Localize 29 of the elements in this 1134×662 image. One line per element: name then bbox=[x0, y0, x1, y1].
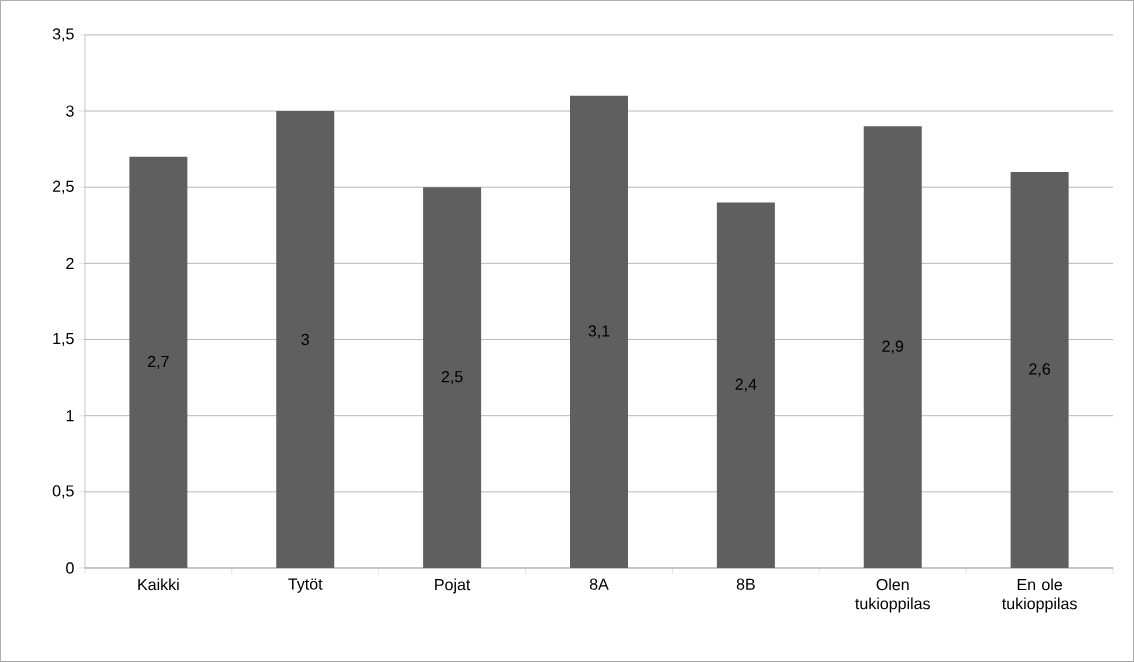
y-tick-label: 0,5 bbox=[52, 485, 74, 499]
bar bbox=[863, 126, 922, 569]
x-tick-label: En ole tukioppilas bbox=[1002, 578, 1077, 613]
data-label: 2,9 bbox=[882, 340, 904, 354]
y-tick-label: 3 bbox=[66, 105, 74, 117]
y-tick-label: 0 bbox=[66, 562, 74, 574]
data-label: 2,6 bbox=[1029, 363, 1051, 377]
y-tick-label: 2 bbox=[66, 257, 74, 269]
y-tick-label: 3,5 bbox=[52, 28, 74, 42]
y-tick-label: 1 bbox=[66, 410, 74, 422]
data-label: 2,5 bbox=[441, 371, 463, 385]
bar bbox=[716, 202, 775, 569]
data-label: 2,4 bbox=[735, 378, 757, 392]
x-tick-label: Kaikki bbox=[138, 578, 179, 591]
x-tick-label: 8B bbox=[736, 578, 755, 590]
y-tick-label: 1,5 bbox=[53, 333, 74, 347]
x-tick-label: Tytöt bbox=[288, 578, 323, 593]
bar bbox=[423, 187, 482, 569]
x-tick-label: Pojat bbox=[435, 578, 471, 594]
y-tick-label: 2,5 bbox=[52, 180, 74, 194]
bar bbox=[1010, 172, 1069, 569]
x-tick-label: 8A bbox=[589, 578, 609, 590]
bar bbox=[569, 95, 628, 569]
bar bbox=[276, 111, 335, 569]
bar bbox=[129, 156, 188, 569]
data-label: 2,7 bbox=[148, 355, 169, 370]
data-label: 3 bbox=[301, 333, 309, 346]
x-tick-label: Olen tukioppilas bbox=[855, 578, 930, 613]
data-label: 3,1 bbox=[588, 325, 610, 339]
